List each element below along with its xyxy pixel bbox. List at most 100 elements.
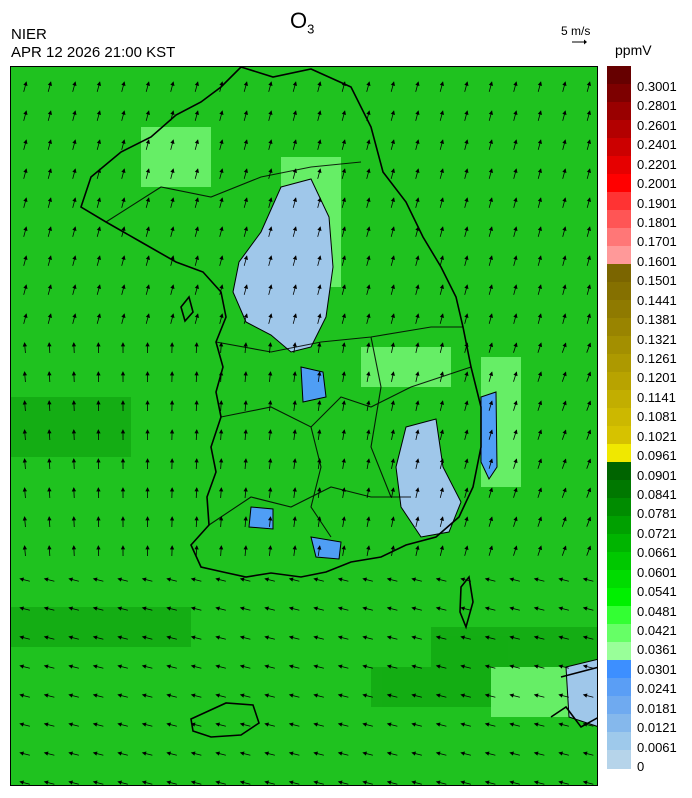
wind-arrowhead-icon (537, 429, 543, 435)
wind-arrowhead-icon (386, 577, 392, 582)
wind-arrowhead-icon (215, 577, 220, 582)
map-frame[interactable] (10, 66, 598, 786)
wind-arrowhead-icon (337, 722, 343, 727)
wind-arrowhead-icon (464, 487, 469, 493)
wind-arrowhead-icon (117, 577, 122, 582)
wind-arrowhead-icon (366, 400, 371, 405)
wind-arrowhead-icon (145, 110, 150, 116)
wind-arrowhead-icon (513, 255, 518, 261)
wind-arrowhead-icon (362, 635, 367, 640)
wind-arrowhead-icon (415, 81, 420, 87)
legend-tick-label: 0.1601 (637, 253, 677, 269)
wind-arrowhead-icon (219, 226, 224, 232)
wind-arrowhead-icon (439, 197, 444, 203)
wind-arrowhead-icon (362, 693, 367, 698)
legend-swatch (607, 462, 631, 481)
legend-swatch (607, 138, 631, 157)
wind-arrowhead-icon (43, 751, 49, 756)
wind-arrowhead-icon (47, 81, 52, 87)
wind-arrowhead-icon (145, 400, 150, 405)
wind-arrowhead-icon (366, 342, 371, 347)
wind-arrowhead-icon (194, 226, 199, 232)
legend-swatch (607, 714, 631, 733)
wind-arrowhead-icon (484, 780, 490, 785)
wind-arrowhead-icon (47, 400, 52, 405)
wind-arrowhead-icon (586, 168, 591, 174)
wind-arrowhead-icon (558, 577, 563, 582)
wind-arrowhead-icon (121, 197, 126, 203)
legend-swatch (607, 408, 631, 427)
wind-arrowhead-icon (341, 516, 346, 521)
wind-arrowhead-icon (537, 487, 543, 493)
wind-arrowhead-icon (71, 458, 77, 463)
wind-arrowhead-icon (22, 400, 28, 405)
wind-arrowhead-icon (415, 110, 420, 116)
wind-arrowhead-icon (219, 110, 224, 116)
wind-arrowhead-icon (170, 110, 175, 116)
wind-arrowhead-icon (292, 400, 297, 405)
wind-arrowhead-icon (243, 400, 248, 405)
wind-arrowhead-icon (145, 545, 150, 550)
wind-arrowhead-icon (415, 197, 420, 203)
wind-arrowhead-icon (415, 168, 420, 174)
wind-arrowhead-icon (488, 81, 493, 87)
legend-swatch (607, 210, 631, 229)
wind-arrowhead-icon (169, 487, 175, 492)
ozone-low-region-southeast (395, 418, 462, 538)
wind-arrowhead-icon (460, 722, 465, 727)
wind-arrowhead-icon (96, 226, 101, 232)
wind-arrowhead-icon (292, 545, 297, 550)
wind-arrowhead-icon (313, 780, 318, 785)
wind-arrowhead-icon (509, 780, 514, 785)
wind-arrowhead-icon (484, 606, 490, 611)
wind-arrowhead-icon (120, 429, 126, 434)
wind-arrowhead-icon (170, 226, 175, 232)
wind-arrowhead-icon (194, 81, 199, 87)
wind-arrowhead-icon (292, 139, 297, 145)
wind-arrowhead-icon (435, 635, 441, 640)
wind-arrowhead-icon (513, 429, 518, 435)
wind-arrowhead-icon (464, 255, 469, 261)
wind-arrowhead-icon (390, 487, 395, 492)
wind-arrowhead-icon (268, 81, 273, 87)
wind-arrowhead-icon (513, 342, 518, 348)
wind-arrowhead-icon (292, 226, 297, 232)
legend-swatch (607, 678, 631, 697)
wind-arrowhead-icon (313, 722, 318, 727)
wind-arrowhead-icon (268, 313, 273, 319)
wind-arrowhead-icon (582, 751, 588, 756)
wind-arrowhead-icon (464, 197, 469, 203)
wind-arrowhead-icon (341, 487, 346, 492)
legend-unit: ppmV (615, 42, 652, 58)
wind-arrowhead-icon (120, 342, 126, 347)
wind-arrowhead-icon (533, 693, 539, 698)
wind-arrowhead-icon (587, 458, 592, 464)
wind-arrowhead-icon (537, 313, 542, 319)
wind-arrowhead-icon (121, 168, 126, 174)
wind-arrowhead-icon (68, 635, 73, 640)
province-boundaries (105, 161, 472, 538)
wind-arrowhead-icon (218, 516, 224, 521)
legend-tick-label: 0.0721 (637, 525, 677, 541)
wind-arrowhead-icon (215, 606, 220, 611)
wind-arrowhead-icon (141, 693, 147, 698)
wind-arrowhead-icon (243, 168, 248, 174)
wind-arrowhead-icon (587, 516, 592, 522)
ozone-low-region-seoul (232, 178, 334, 353)
wind-arrowhead-icon (390, 139, 395, 145)
legend-tick-label: 0.1441 (637, 292, 677, 308)
wind-arrowhead-icon (464, 110, 469, 116)
wind-arrowhead-icon (47, 545, 52, 550)
wind-arrowhead-icon (435, 577, 441, 582)
wind-arrowhead-icon (488, 371, 494, 377)
legend-swatch (607, 120, 631, 139)
wind-arrowhead-icon (337, 606, 343, 611)
legend-tick-label: 0.0901 (637, 467, 677, 483)
wind-arrowhead-icon (71, 516, 77, 521)
wind-arrowhead-icon (558, 693, 563, 698)
wind-arrowhead-icon (337, 780, 343, 785)
wind-arrowhead-icon (47, 516, 52, 521)
wind-arrowhead-icon (582, 606, 588, 611)
wind-arrowhead-icon (464, 284, 469, 290)
wind-arrowhead-icon (264, 693, 269, 698)
